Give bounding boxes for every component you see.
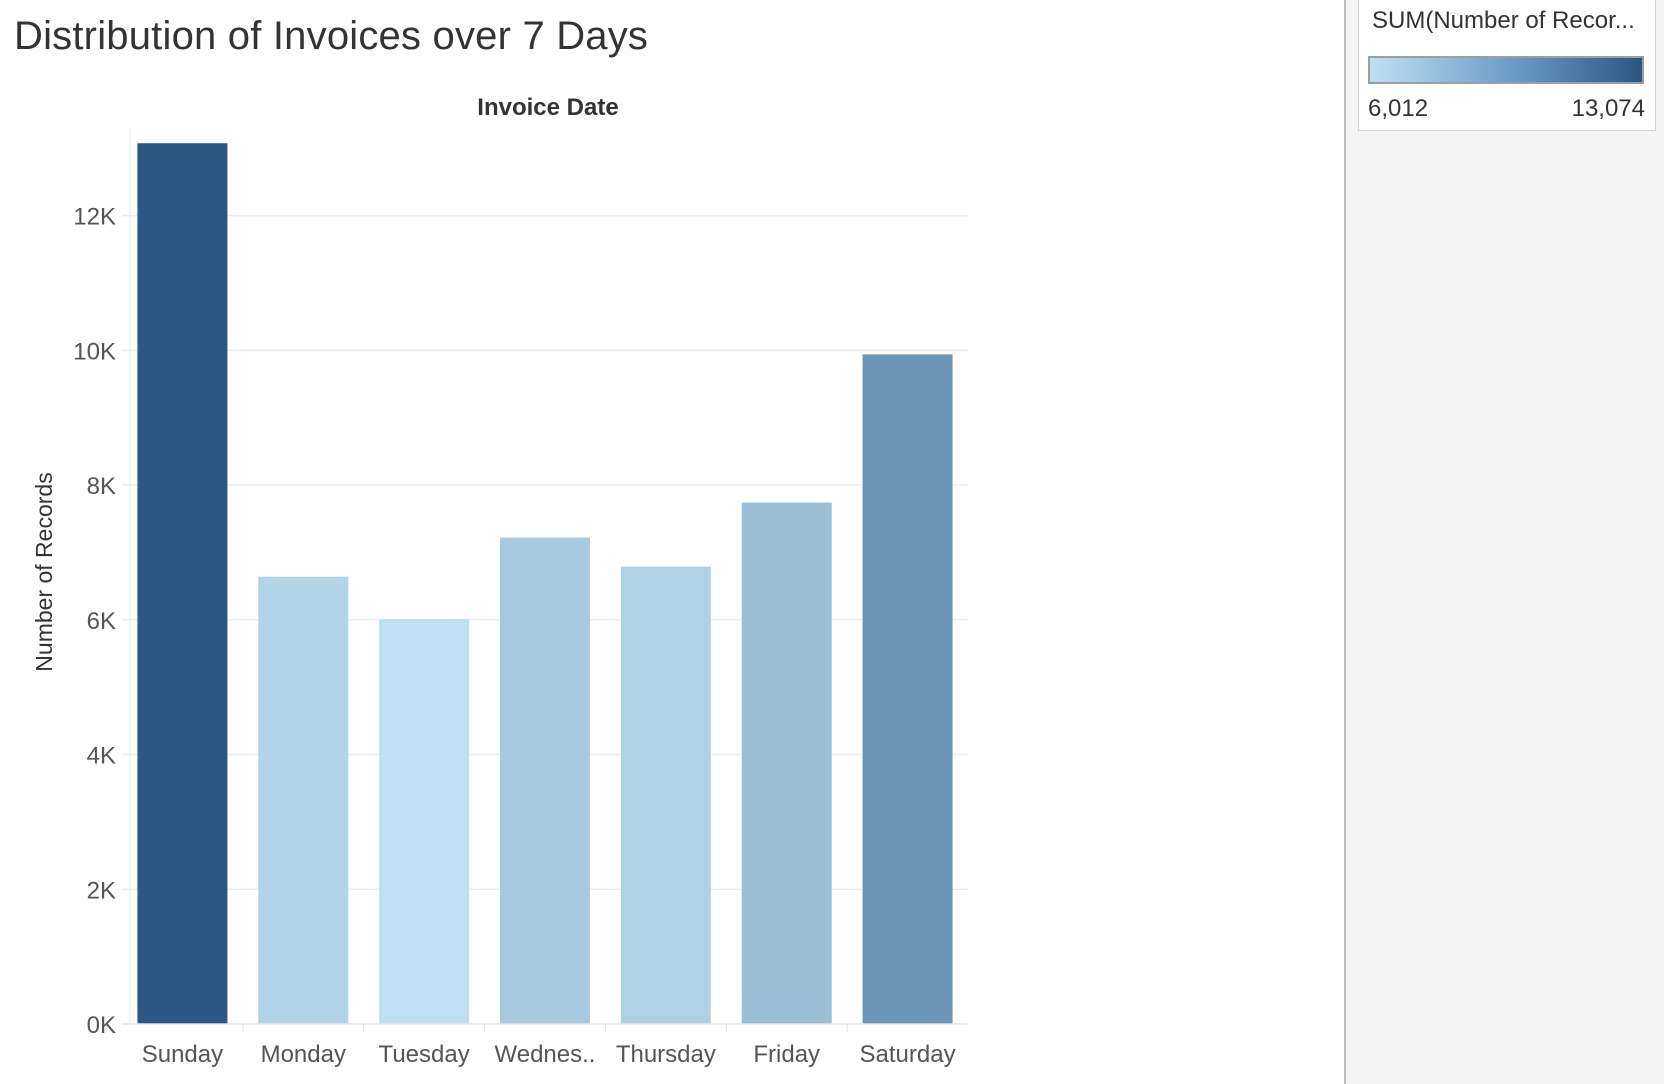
bar-tuesday	[379, 618, 470, 1024]
bar-saturday	[862, 354, 953, 1024]
x-tick-label: Monday	[261, 1041, 346, 1068]
color-legend[interactable]: SUM(Number of Recor... 6,012 13,074	[1358, 0, 1656, 131]
y-tick-label: 12K	[73, 204, 116, 231]
bar-chart: 0K 2K 4K 6K 8K 10K 12K Sunday Monday Tuesday Wedne…	[31, 94, 968, 1068]
x-tick-label: Friday	[753, 1041, 820, 1068]
bar-friday	[741, 502, 832, 1024]
bars	[137, 143, 953, 1024]
bar-monday	[258, 576, 349, 1024]
bar-sunday	[137, 143, 228, 1024]
legend-panel: SUM(Number of Recor... 6,012 13,074	[1344, 0, 1664, 1084]
x-tick-label: Wednes..	[495, 1041, 596, 1068]
x-tick-label: Saturday	[860, 1041, 956, 1068]
legend-title: SUM(Number of Recor...	[1372, 7, 1635, 34]
page-title: Distribution of Invoices over 7 Days	[14, 14, 649, 58]
legend-color-ramp	[1368, 56, 1644, 84]
y-tick-label: 6K	[87, 608, 116, 635]
y-tick-label: 4K	[87, 743, 116, 770]
legend-max-label: 13,074	[1571, 95, 1645, 122]
x-tick-label: Tuesday	[379, 1041, 470, 1068]
x-tick-label: Sunday	[142, 1041, 223, 1068]
y-tick-label: 10K	[73, 338, 116, 365]
axes: 0K 2K 4K 6K 8K 10K 12K Sunday Monday Tuesday Wedne…	[73, 128, 968, 1068]
bar-thursday	[620, 566, 711, 1024]
y-tick-label: 2K	[87, 877, 116, 904]
bar-wednes	[500, 537, 590, 1024]
column-header: Invoice Date	[477, 94, 618, 121]
legend-min-label: 6,012	[1368, 95, 1429, 122]
x-tick-label: Thursday	[616, 1041, 716, 1068]
y-axis-title: Number of Records	[31, 472, 57, 671]
y-tick-label: 8K	[87, 473, 116, 500]
y-tick-label: 0K	[87, 1012, 116, 1039]
